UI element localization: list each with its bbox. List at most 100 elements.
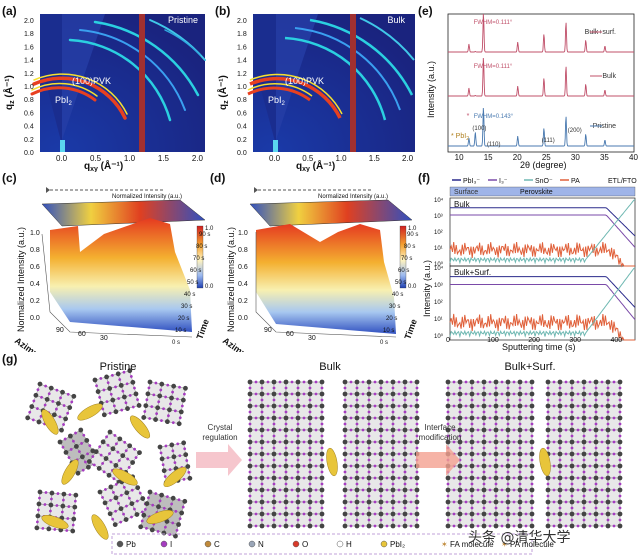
legend-atom-label: N xyxy=(258,540,264,549)
bulksurf-label: Bulk+Surf. xyxy=(454,268,491,277)
xrd-star: * xyxy=(467,113,470,120)
legend-atom-label: PA molecule xyxy=(510,540,554,549)
schematic-title-pristine: Pristine xyxy=(100,361,137,373)
y-tick-panel_b: 1.4 xyxy=(237,58,247,65)
time-tick-panel_c: 80 s xyxy=(196,244,207,250)
y-tick-panel_a: 1.4 xyxy=(24,58,34,65)
legend-atom-label: FA molecule xyxy=(450,540,494,549)
xrd-peak-label: (110) xyxy=(487,142,501,148)
legend-atom-icon xyxy=(160,540,168,548)
time-tick-panel_c: 90 s xyxy=(199,232,210,238)
z-tick-panel_c: 0.0 xyxy=(30,315,40,322)
xrd-peak-label: (111) xyxy=(542,138,555,144)
tof-series-0 xyxy=(450,276,636,308)
panel-label-a: (a) xyxy=(2,4,17,18)
annotation-pvk-a: (100)PVK xyxy=(72,76,111,86)
z-tick-panel_d: 0.4 xyxy=(238,281,248,288)
tof-series-0 xyxy=(450,207,636,237)
time-tick-panel_c: 50 s xyxy=(187,280,198,286)
lattice-block xyxy=(86,429,142,485)
tof-sims-chart: PbI₃⁻ I₃⁻ SnO⁻ PA ETL/FTO Surface Perovskite… xyxy=(422,178,637,352)
annotation-pbi2-a: PbI2 xyxy=(55,95,73,107)
etl-label: ETL/FTO xyxy=(608,178,637,185)
lattice-block xyxy=(97,474,151,528)
azimuth-tick-panel_d: 30 xyxy=(308,335,316,342)
arrow2-line2: modification xyxy=(419,433,462,442)
xlabel-a: qxy (Å⁻¹) xyxy=(84,159,123,172)
time-tick-panel_c: 40 s xyxy=(184,292,195,298)
xrd-series-label: Bulk xyxy=(602,73,616,80)
xrd-x-tick: 30 xyxy=(571,153,580,162)
xrd-peak-label: (100) xyxy=(472,126,486,132)
y-tick-panel_a: 1.8 xyxy=(24,31,34,38)
x-tick-panel_a: 0.5 xyxy=(90,154,102,163)
x-tick-panel_b: 0.5 xyxy=(302,154,314,163)
legend-atom-icon xyxy=(116,540,124,548)
xrd-ylabel: Intensity (a.u.) xyxy=(426,61,436,118)
y-tick-panel_a: 1.2 xyxy=(24,71,34,78)
pbi2-cluster xyxy=(61,459,79,485)
arrow1-line1: Crystal xyxy=(208,423,233,432)
top-label-d: Normalized Intensity (a.u.) xyxy=(318,194,388,200)
tof-xlabel: Sputtering time (s) xyxy=(502,342,576,352)
z-tick-panel_c: 0.4 xyxy=(30,281,40,288)
pbi2-cluster xyxy=(91,514,109,540)
tof-y-tick-top: 10⁰ xyxy=(434,261,444,268)
time-tick-panel_c: 60 s xyxy=(190,268,201,274)
legend-molecule-icon: ✶ xyxy=(441,540,448,549)
lattice-block xyxy=(57,427,102,476)
time-tick-panel_c: 30 s xyxy=(181,304,192,310)
pbi2-cluster xyxy=(77,403,103,421)
y-tick-panel_b: 0.6 xyxy=(237,110,247,117)
y-tick-panel_b: 1.8 xyxy=(237,31,247,38)
pbi2-cluster xyxy=(112,468,138,486)
y-tick-panel_b: 0.4 xyxy=(237,124,247,131)
zlabel-d: Normalized Intensity (a.u.) xyxy=(226,227,236,332)
tof-legend-label: SnO⁻ xyxy=(535,178,553,185)
schematic-title-bulksurf: Bulk+Surf. xyxy=(504,361,555,373)
crystal-schematic: Pristine Bulk Bulk+Surf. Crystal regulat… xyxy=(25,361,623,555)
top-label-c: Normalized Intensity (a.u.) xyxy=(112,194,182,200)
y-tick-panel_b: 1.0 xyxy=(237,84,247,91)
ylabel-a: qz (Å⁻¹) xyxy=(2,75,16,110)
y-tick-panel_b: 0.0 xyxy=(237,150,247,157)
z-tick-panel_d: 0.8 xyxy=(238,247,248,254)
pbi2-cluster xyxy=(41,515,69,529)
lattice-block xyxy=(247,379,325,529)
arrow2-line1: Interface xyxy=(424,423,456,432)
y-tick-panel_b: 1.2 xyxy=(237,71,247,78)
tof-series-1 xyxy=(450,214,636,248)
tof-series-3 xyxy=(449,199,636,265)
time-tick-panel_d: 50 s xyxy=(395,280,406,286)
surface-label: Surface xyxy=(454,189,478,196)
x-tick-panel_a: 0.0 xyxy=(56,154,68,163)
surface-plots: Normalized Intensity (a.u.) Normalized I… xyxy=(13,187,419,352)
tof-y-tick-bot: 10² xyxy=(434,300,443,306)
tof-x-tick: 200 xyxy=(528,337,540,344)
lattice-block xyxy=(445,379,535,529)
xrd-x-tick: 20 xyxy=(513,153,522,162)
ylabel-b: qz (Å⁻¹) xyxy=(216,75,230,110)
time-tick-panel_c: 10 s xyxy=(175,328,186,334)
xrd-peak-label: (200) xyxy=(568,128,582,134)
tof-y-tick-bot: 10⁴ xyxy=(434,265,444,272)
xrd-x-tick: 25 xyxy=(542,153,551,162)
legend-atom-icon xyxy=(292,540,300,548)
time-tick-panel_c: 70 s xyxy=(193,256,204,262)
y-tick-panel_b: 1.6 xyxy=(237,44,247,51)
arrow-crystal-regulation xyxy=(196,444,242,476)
legend-atom-label: O xyxy=(302,540,308,549)
time-tick-panel_d: 60 s xyxy=(398,268,409,274)
xlabel-d: Azimuth (°) xyxy=(221,335,266,352)
y-tick-panel_a: 2.0 xyxy=(24,18,34,25)
xrd-x-tick: 10 xyxy=(455,153,464,162)
tof-x-tick: 400 xyxy=(610,337,622,344)
lattice-block xyxy=(342,379,420,529)
time-tick-panel_d: 20 s xyxy=(386,316,397,322)
xrd-pbi2-label: * PbI2 xyxy=(451,133,469,142)
xrd-chart: Bulk+surf.FWHM=0.111°BulkFWHM=0.111°Pris… xyxy=(426,13,638,170)
legend-atom-icon xyxy=(204,540,212,548)
time-tick-panel_d: 40 s xyxy=(392,292,403,298)
azimuth-tick-panel_d: 90 xyxy=(264,327,272,334)
cbar-min-panel_d: 0.0 xyxy=(408,284,417,290)
